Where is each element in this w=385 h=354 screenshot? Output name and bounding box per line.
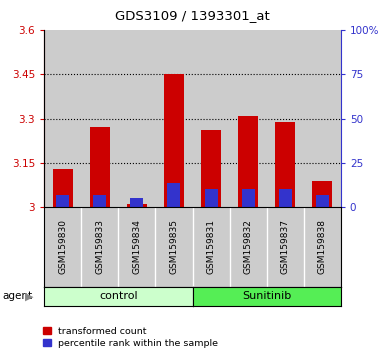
Bar	[156, 30, 192, 207]
Bar	[81, 30, 119, 207]
Bar	[90, 127, 110, 207]
Bar	[312, 181, 332, 207]
Legend: transformed count, percentile rank within the sample: transformed count, percentile rank withi…	[43, 327, 218, 348]
Text: GSM159833: GSM159833	[95, 219, 104, 274]
Text: control: control	[99, 291, 138, 302]
Bar	[164, 74, 184, 207]
Bar	[279, 189, 291, 207]
Bar	[56, 195, 69, 207]
Bar	[131, 198, 143, 207]
Bar	[267, 30, 304, 207]
Text: GDS3109 / 1393301_at: GDS3109 / 1393301_at	[115, 9, 270, 22]
Bar	[242, 189, 254, 207]
Bar	[316, 195, 329, 207]
Bar	[304, 30, 341, 207]
Bar	[44, 30, 81, 207]
Text: GSM159832: GSM159832	[244, 219, 253, 274]
Text: Sunitinib: Sunitinib	[242, 291, 291, 302]
Text: GSM159835: GSM159835	[169, 219, 179, 274]
Bar	[94, 195, 106, 207]
Bar	[229, 30, 266, 207]
Bar	[53, 169, 73, 207]
Bar	[127, 204, 147, 207]
Bar	[204, 189, 218, 207]
Text: GSM159834: GSM159834	[132, 219, 141, 274]
Text: GSM159837: GSM159837	[281, 219, 290, 274]
Text: ▶: ▶	[25, 291, 34, 302]
Text: GSM159830: GSM159830	[58, 219, 67, 274]
Bar	[275, 121, 295, 207]
Bar	[192, 30, 229, 207]
Bar	[167, 183, 181, 207]
Text: GSM159831: GSM159831	[206, 219, 216, 274]
Bar	[238, 116, 258, 207]
Bar	[201, 130, 221, 207]
Text: agent: agent	[2, 291, 32, 302]
Text: GSM159838: GSM159838	[318, 219, 327, 274]
Bar	[119, 30, 156, 207]
